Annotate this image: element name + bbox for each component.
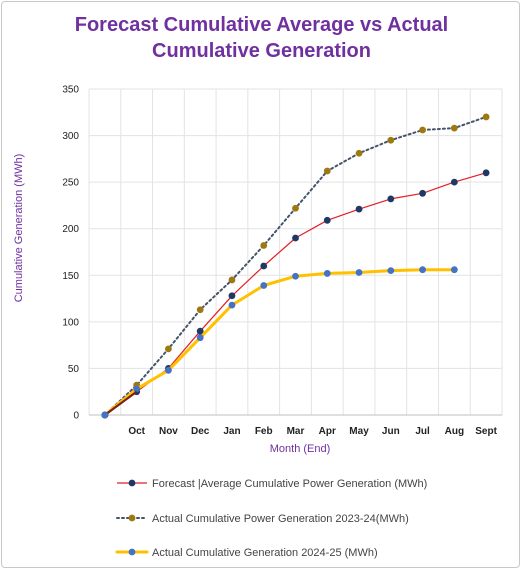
data-point: [228, 292, 236, 300]
data-point: [482, 169, 490, 177]
x-tick-label: Sept: [475, 426, 497, 437]
grid: [88, 88, 503, 415]
data-point: [133, 385, 141, 393]
data-point: [355, 269, 363, 276]
origin-overlap-line: [104, 390, 138, 416]
y-tick-label: 150: [62, 271, 79, 282]
data-point: [196, 327, 204, 335]
y-tick-label: 300: [62, 131, 79, 142]
legend-item-2: Actual Cumulative Power Generation 2023-…: [116, 513, 409, 525]
legend-item-1: Forecast |Average Cumulative Power Gener…: [117, 478, 427, 490]
chart-title: Forecast Cumulative Average vs Actual Cu…: [0, 12, 523, 64]
legend-label: Actual Cumulative Generation 2024-25 (MW…: [152, 547, 378, 559]
x-tick-label: Nov: [159, 426, 178, 437]
data-point: [482, 113, 490, 121]
legend-label: Actual Cumulative Power Generation 2023-…: [152, 513, 409, 525]
y-axis-label: Cumulative Generation (MWh): [13, 154, 25, 303]
series-line: [103, 115, 488, 416]
x-tick-label: Mar: [287, 426, 305, 437]
series-line: [103, 268, 456, 417]
y-tick-label: 200: [62, 224, 79, 235]
x-axis-label: Month (End): [270, 443, 331, 455]
x-tick-label: Jan: [223, 426, 240, 437]
data-point: [323, 167, 331, 175]
axes: 0 50 100 150 200 250 300 350 Oct Nov Dec Jan Feb Mar A…: [62, 85, 502, 437]
data-point: [355, 149, 363, 157]
series-2: [101, 113, 490, 419]
data-point: [450, 124, 458, 132]
y-tick-label: 0: [73, 411, 79, 422]
x-tick-label: Aug: [445, 426, 464, 437]
y-tick-label: 250: [62, 178, 79, 189]
legend-swatch-marker: [128, 479, 136, 487]
y-tick-label: 100: [62, 317, 79, 328]
data-point: [450, 178, 458, 186]
chart-title-line-2: Cumulative Generation: [152, 40, 371, 62]
series-layer: [101, 113, 490, 419]
data-point: [323, 270, 331, 277]
x-tick-label: Jun: [382, 426, 400, 437]
data-point: [355, 205, 363, 213]
data-point: [387, 136, 395, 144]
legend-swatch-marker: [128, 548, 136, 556]
data-point: [292, 234, 299, 242]
data-point: [419, 189, 426, 197]
data-point: [260, 242, 268, 249]
legend-label: Forecast |Average Cumulative Power Gener…: [152, 478, 427, 490]
y-tick-label: 50: [68, 364, 80, 375]
series-3: [101, 266, 458, 419]
chart-title-line-1: Forecast Cumulative Average vs Actual: [74, 14, 449, 36]
legend-item-3: Actual Cumulative Generation 2024-25 (MW…: [115, 547, 378, 559]
data-point: [387, 267, 395, 275]
data-point: [196, 306, 204, 314]
x-tick-label: Apr: [319, 426, 336, 437]
x-tick-label: Jul: [415, 426, 430, 437]
data-point: [419, 126, 426, 134]
data-point: [228, 301, 236, 309]
data-point: [292, 272, 299, 280]
data-point: [196, 334, 204, 342]
data-point: [387, 195, 395, 203]
legend-swatch-marker: [128, 514, 136, 522]
data-point: [260, 282, 268, 289]
data-point: [292, 204, 299, 212]
data-point: [165, 345, 172, 353]
data-point: [419, 266, 426, 274]
x-tick-label: Dec: [191, 426, 210, 437]
data-point: [260, 262, 268, 270]
x-tick-label: Feb: [255, 426, 273, 437]
legend: Forecast |Average Cumulative Power Gener…: [115, 478, 427, 559]
data-point: [450, 266, 458, 274]
origin-point: [101, 411, 109, 419]
data-point: [228, 276, 236, 284]
data-point: [323, 216, 331, 224]
x-tick-label: Oct: [128, 426, 145, 437]
data-point: [165, 366, 172, 374]
y-tick-label: 350: [62, 85, 79, 96]
x-tick-label: May: [349, 426, 369, 437]
